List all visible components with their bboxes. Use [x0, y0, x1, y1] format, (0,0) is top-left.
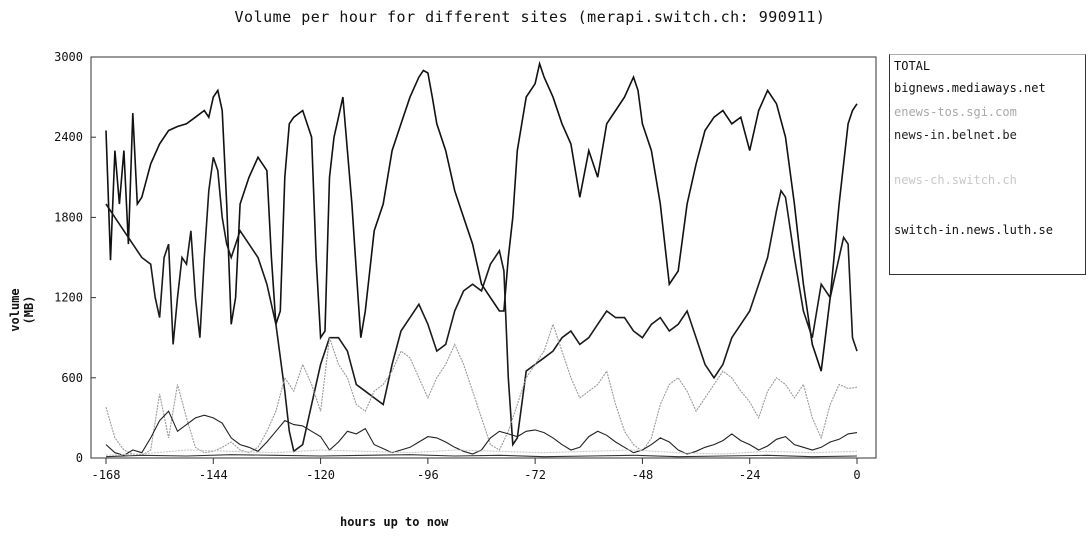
x-tick-label: -72 [524, 468, 546, 482]
legend-item-luth: switch-in.news.luth.se [894, 223, 1053, 237]
legend-item-belnet: news-in.belnet.be [894, 128, 1017, 142]
x-tick-label: -24 [739, 468, 761, 482]
x-tick-label: -48 [632, 468, 654, 482]
series-line-enews-tos-sgi-com [105, 322, 858, 456]
chart-title: Volume per hour for different sites (mer… [234, 8, 826, 26]
legend: TOTAL bignews.mediaways.net enews-tos.sg… [889, 54, 1086, 275]
x-tick-label: -168 [92, 468, 121, 482]
y-tick-label: 1200 [54, 291, 83, 305]
series-layer [105, 60, 858, 458]
x-axis-label: hours up to now [340, 515, 449, 529]
x-tick-label: -96 [417, 468, 439, 482]
y-tick-label: 600 [61, 371, 83, 385]
legend-item-total: TOTAL [894, 59, 931, 73]
series-line-switch-in-news-luth-se [105, 454, 858, 458]
y-tick-label: 1800 [54, 210, 83, 224]
x-tick-label: -120 [306, 468, 335, 482]
y-tick-label: 3000 [54, 50, 83, 64]
x-axis: -168 -144 -120 -96 -72 -48 -24 0 [92, 458, 861, 482]
series-line-news-ch-switch-ch [105, 449, 858, 456]
y-axis: 0 600 1200 1800 2400 3000 [54, 50, 96, 465]
series-line-bignews-mediaways-net [105, 157, 858, 453]
x-tick-label: 0 [853, 468, 860, 482]
legend-item-bignews: bignews.mediaways.net [894, 81, 1046, 95]
plot-area-frame [90, 56, 877, 459]
legend-item-switch-ch: news-ch.switch.ch [894, 173, 1017, 187]
series-line-total [105, 60, 858, 372]
y-tick-label: 2400 [54, 130, 83, 144]
y-tick-label: 0 [76, 451, 83, 465]
series-line-news-in-belnet-be [105, 410, 858, 456]
x-tick-label: -144 [199, 468, 228, 482]
legend-item-enews: enews-tos.sgi.com [894, 105, 1017, 119]
y-axis-label: volume (MB) [8, 288, 36, 332]
